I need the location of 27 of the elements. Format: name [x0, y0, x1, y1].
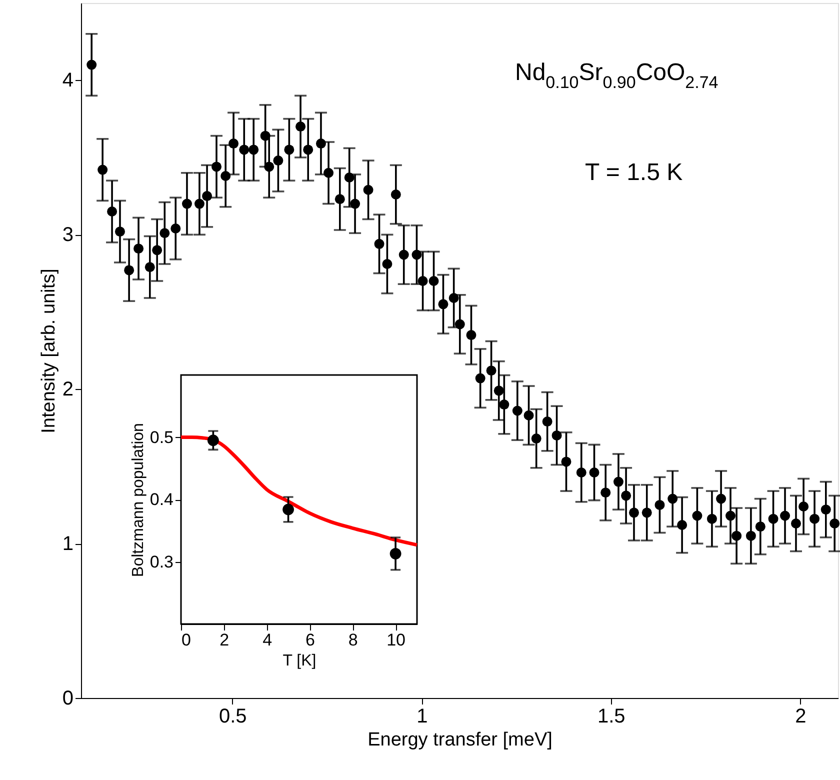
line-series [179, 436, 419, 547]
y-tick-label: 0.4 [150, 490, 174, 509]
y-tick-label: 0.5 [150, 428, 174, 447]
y-axis-title: Intensity [arb. units] [38, 268, 60, 434]
annotation: T = 1.5 K [585, 159, 683, 186]
point [390, 548, 402, 560]
y-tick-label: 0 [62, 688, 74, 710]
x-tick-label: 10 [386, 630, 406, 650]
x-tick-label: 2 [220, 630, 230, 650]
point [282, 504, 294, 516]
x-tick-label: 8 [348, 630, 358, 650]
x-axis-title: T [K] [282, 652, 316, 670]
x-axis-title: Energy transfer [meV] [368, 730, 552, 750]
x-tick-label: 6 [305, 630, 315, 650]
x-tick-label: 0 [182, 630, 191, 650]
y-tick-label: 4 [62, 70, 74, 92]
y-tick-label: 3 [62, 224, 74, 246]
y-tick-label: 2 [62, 378, 74, 401]
x-tick-label: 1.5 [597, 706, 626, 728]
y-tick-label: 0.3 [150, 552, 174, 572]
x-tick-label: 2 [795, 706, 806, 728]
x-tick-label: 0.5 [218, 706, 247, 728]
point [207, 434, 219, 446]
x-tick-label: 1 [416, 706, 428, 728]
x-tick-label: 4 [262, 630, 272, 650]
y-axis-title: Boltzmann population [130, 423, 147, 577]
y-tick-label: 1 [62, 533, 74, 556]
